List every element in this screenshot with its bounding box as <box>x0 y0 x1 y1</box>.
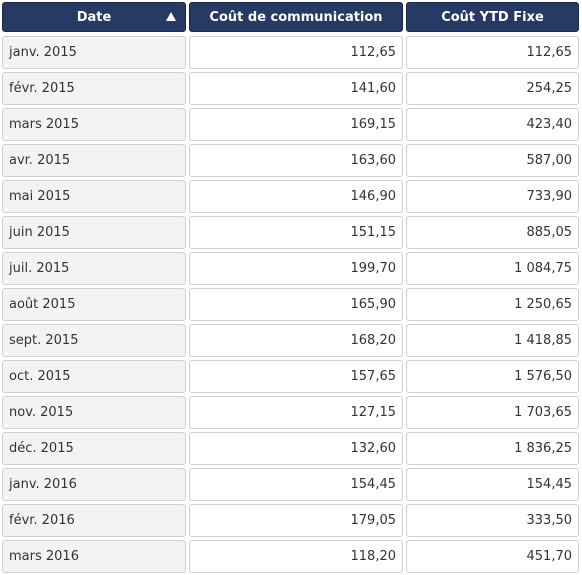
ytd-fixed-cost-cell[interactable]: 1 576,50 <box>406 360 579 393</box>
ytd-fixed-cost-cell[interactable]: 1 084,75 <box>406 252 579 285</box>
ytd-fixed-cost-cell[interactable]: 587,00 <box>406 144 579 177</box>
communication-cost-cell[interactable]: 199,70 <box>189 252 403 285</box>
date-cell[interactable]: avr. 2015 <box>2 144 186 177</box>
ytd-fixed-cost-cell[interactable]: 451,70 <box>406 540 579 573</box>
communication-cost-cell[interactable]: 146,90 <box>189 180 403 213</box>
ytd-fixed-cost-cell[interactable]: 112,65 <box>406 36 579 69</box>
table-row: janv. 2016 154,45 154,45 <box>0 466 582 502</box>
column-header-label: Coût de communication <box>209 9 383 25</box>
table-row: mars 2015 169,15 423,40 <box>0 106 582 142</box>
date-cell[interactable]: janv. 2016 <box>2 468 186 501</box>
column-header-label: Coût YTD Fixe <box>441 9 544 25</box>
table-row: oct. 2015 157,65 1 576,50 <box>0 358 582 394</box>
date-cell[interactable]: sept. 2015 <box>2 324 186 357</box>
communication-cost-cell[interactable]: 127,15 <box>189 396 403 429</box>
date-cell[interactable]: juin 2015 <box>2 216 186 249</box>
communication-cost-cell[interactable]: 163,60 <box>189 144 403 177</box>
table-row: févr. 2015 141,60 254,25 <box>0 70 582 106</box>
communication-cost-cell[interactable]: 169,15 <box>189 108 403 141</box>
ytd-fixed-cost-cell[interactable]: 154,45 <box>406 468 579 501</box>
ytd-fixed-cost-cell[interactable]: 254,25 <box>406 72 579 105</box>
table-row: avr. 2015 163,60 587,00 <box>0 142 582 178</box>
table-row: nov. 2015 127,15 1 703,65 <box>0 394 582 430</box>
ytd-fixed-cost-cell[interactable]: 733,90 <box>406 180 579 213</box>
column-header-communication-cost[interactable]: Coût de communication <box>189 2 403 32</box>
communication-cost-cell[interactable]: 132,60 <box>189 432 403 465</box>
communication-cost-cell[interactable]: 141,60 <box>189 72 403 105</box>
date-cell[interactable]: mars 2015 <box>2 108 186 141</box>
date-cell[interactable]: oct. 2015 <box>2 360 186 393</box>
ytd-fixed-cost-cell[interactable]: 1 703,65 <box>406 396 579 429</box>
ytd-fixed-cost-cell[interactable]: 423,40 <box>406 108 579 141</box>
date-cell[interactable]: mars 2016 <box>2 540 186 573</box>
communication-cost-cell[interactable]: 112,65 <box>189 36 403 69</box>
date-cell[interactable]: janv. 2015 <box>2 36 186 69</box>
column-header-date[interactable]: Date <box>2 2 186 32</box>
date-cell[interactable]: nov. 2015 <box>2 396 186 429</box>
communication-cost-cell[interactable]: 168,20 <box>189 324 403 357</box>
ytd-fixed-cost-cell[interactable]: 1 250,65 <box>406 288 579 321</box>
table-row: août 2015 165,90 1 250,65 <box>0 286 582 322</box>
ytd-fixed-cost-cell[interactable]: 333,50 <box>406 504 579 537</box>
date-cell[interactable]: févr. 2016 <box>2 504 186 537</box>
communication-cost-cell[interactable]: 157,65 <box>189 360 403 393</box>
communication-cost-cell[interactable]: 151,15 <box>189 216 403 249</box>
communication-cost-cell[interactable]: 154,45 <box>189 468 403 501</box>
table-row: sept. 2015 168,20 1 418,85 <box>0 322 582 358</box>
ytd-fixed-cost-cell[interactable]: 1 836,25 <box>406 432 579 465</box>
communication-cost-cell[interactable]: 118,20 <box>189 540 403 573</box>
sort-ascending-icon[interactable] <box>166 12 176 21</box>
table-header: Date Coût de communication Coût YTD Fixe <box>0 0 582 34</box>
column-header-ytd-fixed-cost[interactable]: Coût YTD Fixe <box>406 2 579 32</box>
table-row: juin 2015 151,15 885,05 <box>0 214 582 250</box>
table-row: mai 2015 146,90 733,90 <box>0 178 582 214</box>
table-row: mars 2016 118,20 451,70 <box>0 538 582 574</box>
date-cell[interactable]: mai 2015 <box>2 180 186 213</box>
date-cell[interactable]: févr. 2015 <box>2 72 186 105</box>
communication-cost-cell[interactable]: 179,05 <box>189 504 403 537</box>
date-cell[interactable]: juil. 2015 <box>2 252 186 285</box>
ytd-fixed-cost-cell[interactable]: 885,05 <box>406 216 579 249</box>
ytd-fixed-cost-cell[interactable]: 1 418,85 <box>406 324 579 357</box>
column-header-label: Date <box>76 9 112 25</box>
table-row: juil. 2015 199,70 1 084,75 <box>0 250 582 286</box>
date-cell[interactable]: août 2015 <box>2 288 186 321</box>
table-row: févr. 2016 179,05 333,50 <box>0 502 582 538</box>
table-row: déc. 2015 132,60 1 836,25 <box>0 430 582 466</box>
table-row: janv. 2015 112,65 112,65 <box>0 34 582 70</box>
communication-cost-cell[interactable]: 165,90 <box>189 288 403 321</box>
date-cell[interactable]: déc. 2015 <box>2 432 186 465</box>
